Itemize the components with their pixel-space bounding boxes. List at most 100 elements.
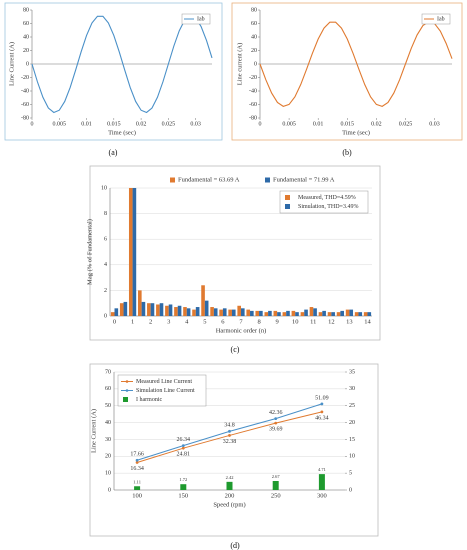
legend-box (421, 13, 451, 25)
legend-box (181, 13, 211, 25)
y-tick-label: 60 (251, 21, 257, 27)
bar (304, 309, 308, 316)
data-label: 39.69 (269, 426, 283, 432)
bar (358, 312, 363, 316)
point (274, 417, 278, 420)
bar (336, 312, 341, 316)
bar (282, 312, 287, 316)
y-tick-label: -60 (249, 102, 257, 108)
y-tick-label: 80 (251, 7, 257, 13)
caption: (c) (231, 345, 240, 354)
point (228, 434, 231, 437)
bar (331, 312, 335, 316)
x-tick-label: 150 (178, 492, 188, 499)
bar (138, 290, 142, 316)
y-tick-label: 60 (105, 386, 111, 392)
legend-label: I harmonic (136, 397, 162, 403)
y-tick-label: 4 (104, 262, 107, 268)
x-tick-label: 0 (113, 318, 116, 325)
bar (147, 303, 151, 316)
bar (159, 303, 164, 316)
y2-tick-label: 10 (349, 454, 355, 460)
x-tick-label: 0.03 (190, 121, 201, 127)
bar (273, 310, 278, 316)
bar (177, 305, 182, 316)
x-tick-label: 0.015 (107, 121, 121, 127)
y-tick-label: 2 (104, 288, 107, 294)
bar (255, 310, 260, 316)
x-tick-label: 0 (31, 121, 34, 127)
legend-label: Measured Line Current (136, 379, 192, 385)
y2-tick-label: 15 (349, 437, 355, 443)
x-tick-label: 0.01 (313, 121, 324, 127)
bar (367, 312, 372, 316)
data-label: 24.81 (177, 452, 191, 458)
legend-label: Measured, THD=4.59% (298, 195, 356, 201)
bar (141, 301, 146, 316)
y-tick-label: -20 (249, 75, 257, 81)
bar (134, 486, 141, 490)
bar (180, 484, 187, 490)
point (135, 458, 139, 462)
bar (222, 308, 227, 316)
data-label: 1.11 (133, 479, 141, 484)
bar (272, 480, 279, 490)
bar (201, 285, 205, 316)
y-tick-label: 70 (105, 369, 111, 375)
bar (300, 312, 305, 316)
x-tick-label: 10 (292, 318, 299, 325)
bar (128, 188, 133, 316)
y-axis-label: Line current (A) (236, 43, 243, 86)
legend-label: Iab (437, 16, 445, 22)
bar (268, 310, 272, 316)
x-tick-label: 0.015 (341, 121, 355, 127)
y2-tick-label: 0 (349, 487, 352, 493)
x-tick-label: 1 (131, 318, 134, 325)
y2-tick-label: 25 (349, 403, 355, 409)
bar (318, 474, 325, 490)
bar (259, 310, 263, 316)
bar (150, 303, 155, 316)
y2-tick-label: 35 (349, 369, 355, 375)
x-tick-label: 11 (310, 318, 316, 325)
point (181, 444, 185, 447)
legend-swatch (123, 397, 128, 402)
y-tick-label: 20 (251, 48, 257, 54)
bar (237, 305, 241, 316)
bar (250, 310, 254, 316)
caption: (b) (342, 148, 352, 157)
point (181, 446, 185, 450)
x-axis-label: Harmonic order (n) (216, 327, 267, 334)
bar (204, 300, 209, 316)
bar (264, 312, 269, 316)
y-tick-label: 8 (104, 211, 107, 217)
x-tick-label: 4 (185, 318, 189, 325)
bar (246, 309, 251, 316)
y-axis-label: Line Current (A) (8, 42, 15, 86)
y-axis-label: Mag (% of Fundamental) (86, 219, 93, 285)
y2-tick-label: 20 (349, 420, 355, 426)
legend-label: Iab (197, 16, 205, 22)
annotation: Fundamental = 71.99 A (273, 176, 335, 183)
bar (186, 308, 191, 316)
series-line (136, 411, 323, 463)
x-tick-label: 9 (276, 318, 279, 325)
bar (219, 309, 223, 316)
x-tick-label: 0 (259, 121, 262, 127)
x-tick-label: 0.03 (429, 121, 440, 127)
x-tick-label: 100 (132, 492, 142, 499)
x-tick-label: 0.005 (53, 121, 67, 127)
point (274, 421, 278, 425)
bar (286, 310, 290, 316)
caption: (a) (109, 148, 118, 157)
caption: (d) (230, 541, 240, 550)
bar (210, 307, 214, 316)
point (320, 402, 324, 406)
y-tick-label: -80 (21, 115, 29, 121)
x-axis-label: Speed (rpm) (213, 501, 245, 508)
y-tick-label: -20 (21, 75, 29, 81)
bar (345, 309, 350, 316)
bar (168, 304, 173, 316)
bar (110, 312, 115, 316)
